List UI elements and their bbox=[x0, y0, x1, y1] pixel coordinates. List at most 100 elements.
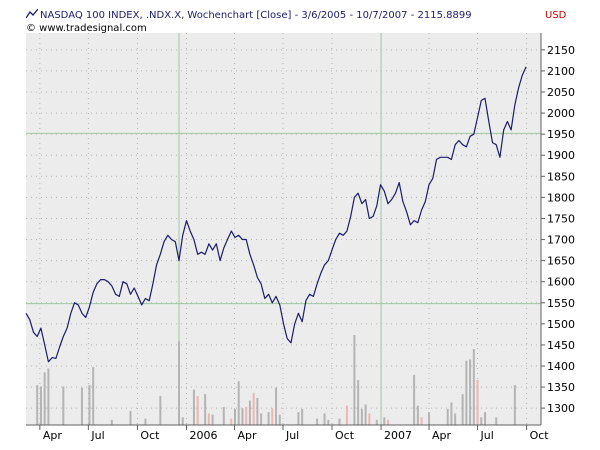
y-tick-label: 1650 bbox=[547, 255, 575, 268]
volume-bar bbox=[338, 418, 341, 425]
volume-bar bbox=[469, 359, 472, 425]
y-tick-label: 1900 bbox=[547, 149, 575, 162]
volume-bar bbox=[465, 360, 468, 425]
volume-bar bbox=[446, 408, 449, 425]
y-tick-label: 1450 bbox=[547, 339, 575, 352]
volume-bar bbox=[204, 394, 207, 425]
volume-bar bbox=[47, 368, 50, 425]
x-tick-label: Apr bbox=[432, 429, 452, 442]
crosshair bbox=[26, 33, 541, 425]
volume-bar bbox=[454, 413, 457, 425]
y-tick-label: 2050 bbox=[547, 86, 575, 99]
x-axis: Apr Jul Oct 2006 Apr Jul Oct 2007 Apr Jul Oct bbox=[39, 425, 550, 442]
price-line bbox=[25, 66, 527, 363]
y-tick-label: 1400 bbox=[547, 360, 575, 373]
volume-bars bbox=[36, 335, 516, 425]
volume-bar bbox=[88, 385, 91, 425]
y-tick-label: 1850 bbox=[547, 170, 575, 183]
volume-bar bbox=[472, 349, 475, 425]
volume-bar bbox=[192, 389, 195, 425]
y-tick-label: 1500 bbox=[547, 318, 575, 331]
y-tick-label: 1950 bbox=[547, 128, 575, 141]
volume-bar bbox=[43, 372, 46, 425]
x-tick-label: Oct bbox=[335, 429, 355, 442]
volume-bar bbox=[476, 380, 479, 425]
volume-bar bbox=[480, 417, 483, 425]
volume-bar bbox=[237, 381, 240, 425]
volume-bar bbox=[271, 408, 274, 425]
volume-bar bbox=[368, 413, 371, 425]
volume-bar bbox=[241, 408, 244, 425]
x-tick-label: Oct bbox=[140, 429, 160, 442]
y-tick-label: 1550 bbox=[547, 297, 575, 310]
chart-title-row: NASDAQ 100 INDEX, .NDX.X, Wochenchart [C… bbox=[26, 9, 472, 21]
y-tick-label: 1350 bbox=[547, 381, 575, 394]
volume-bar bbox=[92, 367, 95, 425]
volume-bar bbox=[495, 417, 498, 425]
volume-bar bbox=[360, 408, 363, 425]
x-tick-label: 2007 bbox=[384, 429, 412, 442]
volume-bar bbox=[386, 419, 389, 425]
volume-bar bbox=[364, 404, 367, 425]
volume-bar bbox=[178, 341, 181, 425]
volume-bar bbox=[211, 414, 214, 425]
x-tick-label: Jul bbox=[480, 429, 494, 442]
chart-title: NASDAQ 100 INDEX, .NDX.X, Wochenchart [C… bbox=[40, 10, 472, 21]
line-chart-icon bbox=[26, 9, 38, 19]
x-tick-label: Oct bbox=[530, 429, 550, 442]
volume-bar bbox=[181, 417, 184, 425]
volume-bar bbox=[316, 418, 319, 425]
volume-bar bbox=[353, 335, 356, 425]
volume-bar bbox=[267, 412, 270, 425]
volume-bar bbox=[222, 407, 225, 425]
volume-bar bbox=[278, 414, 281, 425]
y-axis: 1300 1350 1400 1450 1500 1550 1600 1650 1700 1750… bbox=[541, 44, 575, 415]
y-tick-label: 1750 bbox=[547, 212, 575, 225]
plot-area bbox=[26, 33, 541, 425]
volume-bar bbox=[275, 387, 278, 425]
volume-bar bbox=[461, 394, 464, 425]
volume-bar bbox=[207, 413, 210, 425]
volume-bar bbox=[416, 405, 419, 425]
volume-bar bbox=[230, 418, 233, 425]
volume-bar bbox=[323, 413, 326, 425]
volume-bar bbox=[383, 417, 386, 425]
volume-bar bbox=[260, 413, 263, 425]
volume-bar bbox=[159, 396, 162, 425]
volume-bar bbox=[245, 407, 248, 425]
volume-bar bbox=[327, 419, 330, 425]
x-tick-label: Jul bbox=[285, 429, 299, 442]
volume-bar bbox=[39, 386, 42, 425]
x-tick-label: 2006 bbox=[189, 429, 217, 442]
volume-bar bbox=[110, 419, 113, 425]
y-tick-label: 2100 bbox=[547, 65, 575, 78]
y-tick-label: 1600 bbox=[547, 276, 575, 289]
y-tick-label: 2150 bbox=[547, 44, 575, 57]
volume-bar bbox=[80, 387, 83, 425]
copyright-text: © www.tradesignal.com bbox=[26, 23, 147, 34]
y-tick-label: 1800 bbox=[547, 191, 575, 204]
y-tick-label: 1700 bbox=[547, 234, 575, 247]
volume-bar bbox=[129, 410, 132, 425]
volume-bar bbox=[357, 380, 360, 425]
x-tick-label: Apr bbox=[237, 429, 257, 442]
volume-bar bbox=[233, 408, 236, 425]
volume-bar bbox=[62, 386, 65, 425]
volume-bar bbox=[484, 412, 487, 425]
volume-bar bbox=[413, 374, 416, 425]
volume-bar bbox=[256, 398, 259, 425]
volume-bar bbox=[513, 385, 516, 425]
x-tick-label: Apr bbox=[43, 429, 63, 442]
volume-bar bbox=[36, 385, 39, 425]
volume-bar bbox=[144, 418, 147, 425]
volume-bar bbox=[420, 417, 423, 425]
volume-bar bbox=[375, 419, 378, 425]
x-tick-label: Jul bbox=[90, 429, 104, 442]
currency-label: USD bbox=[545, 10, 567, 21]
chart-header: NASDAQ 100 INDEX, .NDX.X, Wochenchart [C… bbox=[26, 9, 546, 39]
volume-bar bbox=[345, 405, 348, 425]
y-tick-label: 2000 bbox=[547, 107, 575, 120]
volume-bar bbox=[248, 400, 251, 425]
volume-bar bbox=[252, 392, 255, 425]
